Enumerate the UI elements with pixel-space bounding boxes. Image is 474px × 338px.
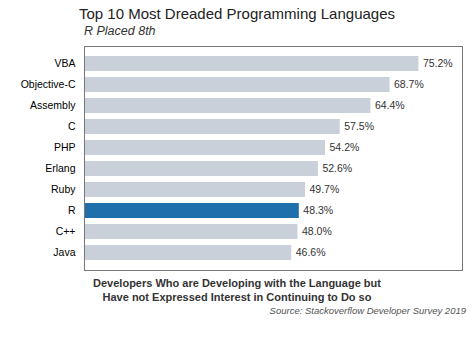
html-text:Top 10 Most Dreaded Programmin: Top 10 Most Dreaded Programming Language… (79, 5, 395, 22)
svg-text:64.4%: 64.4% (375, 99, 405, 111)
svg-text:R: R (68, 204, 76, 216)
svg-text:Java: Java (53, 246, 75, 258)
svg-text:Objective-C: Objective-C (21, 78, 76, 90)
html-text:Developers Who are Developing: Developers Who are Developing with the L… (93, 277, 381, 303)
svg-text:Erlang: Erlang (45, 162, 76, 174)
svg-text:VBA: VBA (54, 57, 75, 69)
svg-text:54.2%: 54.2% (330, 141, 360, 153)
svg-text:52.6%: 52.6% (322, 162, 352, 174)
html-text:Source: Stackoverflow Develope: Source: Stackoverflow Developer Survey 2… (269, 305, 466, 316)
svg-text:49.7%: 49.7% (310, 183, 340, 195)
svg-text:Assembly: Assembly (30, 99, 76, 111)
svg-text:75.2%: 75.2% (423, 57, 453, 69)
svg-text:48.0%: 48.0% (302, 225, 332, 237)
html-text:R Placed 8th: R Placed 8th (84, 24, 156, 38)
svg-text:C++: C++ (56, 225, 76, 237)
svg-text:C: C (68, 120, 76, 132)
svg-text:Ruby: Ruby (51, 183, 76, 195)
svg-text:PHP: PHP (54, 141, 76, 153)
svg-text:48.3%: 48.3% (303, 204, 333, 216)
svg-text:68.7%: 68.7% (394, 78, 424, 90)
svg-text:57.5%: 57.5% (344, 120, 374, 132)
svg-text:46.6%: 46.6% (296, 246, 326, 258)
